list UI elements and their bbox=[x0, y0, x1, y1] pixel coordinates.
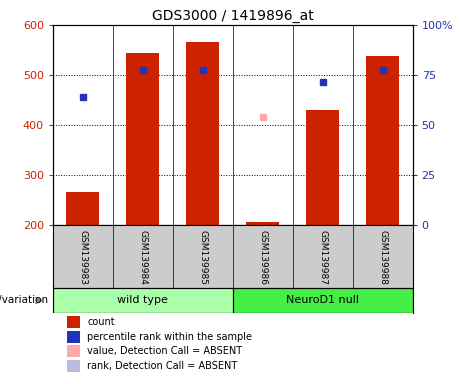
Text: GSM139983: GSM139983 bbox=[78, 230, 88, 285]
Text: GSM139984: GSM139984 bbox=[138, 230, 148, 285]
Text: rank, Detection Call = ABSENT: rank, Detection Call = ABSENT bbox=[87, 361, 237, 371]
Bar bbox=[366, 56, 399, 225]
Bar bbox=[233, 288, 413, 313]
Text: GSM139985: GSM139985 bbox=[198, 230, 207, 285]
Bar bbox=[66, 192, 100, 225]
Text: GSM139986: GSM139986 bbox=[258, 230, 267, 285]
Bar bbox=[67, 316, 80, 328]
Bar bbox=[67, 331, 80, 343]
Text: GSM139988: GSM139988 bbox=[378, 230, 387, 285]
Text: percentile rank within the sample: percentile rank within the sample bbox=[87, 332, 252, 342]
Text: NeuroD1 null: NeuroD1 null bbox=[286, 295, 359, 306]
Text: GSM139987: GSM139987 bbox=[318, 230, 327, 285]
Bar bbox=[53, 288, 233, 313]
Text: genotype/variation: genotype/variation bbox=[0, 295, 48, 306]
Title: GDS3000 / 1419896_at: GDS3000 / 1419896_at bbox=[152, 8, 313, 23]
Bar bbox=[186, 42, 219, 225]
Text: wild type: wild type bbox=[118, 295, 168, 306]
Text: value, Detection Call = ABSENT: value, Detection Call = ABSENT bbox=[87, 346, 242, 356]
Bar bbox=[67, 360, 80, 372]
Bar bbox=[306, 110, 339, 225]
Bar bbox=[246, 222, 279, 225]
Text: count: count bbox=[87, 317, 115, 327]
Bar bbox=[67, 345, 80, 358]
Bar bbox=[126, 53, 160, 225]
